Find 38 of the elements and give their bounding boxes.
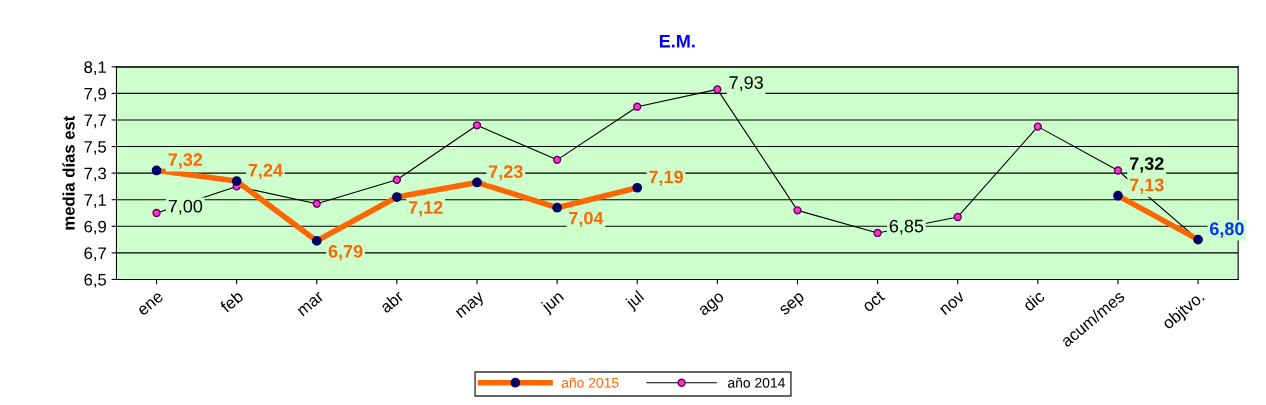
x-tick-label: oct <box>861 290 886 313</box>
data-label: 7,32 <box>1129 157 1164 173</box>
data-label: 7,93 <box>729 76 763 92</box>
y-axis-title: media días est <box>62 115 75 230</box>
y-tick-label: 7,1 <box>84 194 106 208</box>
data-label: 7,13 <box>1129 178 1164 194</box>
legend-label: año 2014 <box>728 377 785 388</box>
data-label: 7,00 <box>168 199 203 215</box>
data-label: 7,12 <box>408 201 443 217</box>
data-label: 6,79 <box>328 244 363 261</box>
x-tick-label: ago <box>698 292 727 319</box>
x-tick-label: may <box>455 291 487 321</box>
y-tick-label: 7,7 <box>84 114 106 129</box>
data-label: 7,04 <box>569 211 604 228</box>
x-tick-label: jun <box>539 289 567 316</box>
text: año 2015 <box>561 377 619 388</box>
x-tick-label: feb <box>219 289 244 314</box>
y-tick-label: 7,9 <box>84 87 106 102</box>
data-label: 7,19 <box>649 170 683 186</box>
y-tick-label: 8,1 <box>84 61 106 75</box>
data-label: 6,85 <box>889 219 924 235</box>
y-tick-label: 6,5 <box>84 273 107 288</box>
data-label: 7,23 <box>489 165 523 181</box>
chart-title: E.M. <box>659 34 695 48</box>
data-label: 7,32 <box>168 153 203 169</box>
y-tick-label: 7,5 <box>84 141 107 155</box>
x-tick-label: mar <box>297 291 325 317</box>
y-tick-label: 6,9 <box>84 220 106 235</box>
data-label: 6,80 <box>1209 222 1244 238</box>
y-tick-label: 6,7 <box>84 247 106 262</box>
x-tick-label: nov <box>939 291 966 316</box>
x-tick-label: ene <box>137 292 164 316</box>
y-tick-label: 7,3 <box>84 167 107 182</box>
data-label: 7,24 <box>248 163 283 180</box>
x-tick-label: abr <box>378 289 405 314</box>
x-tick-label: dic <box>1022 289 1046 312</box>
x-tick-label: sep <box>779 292 807 319</box>
x-tick-label: jul <box>624 289 647 313</box>
